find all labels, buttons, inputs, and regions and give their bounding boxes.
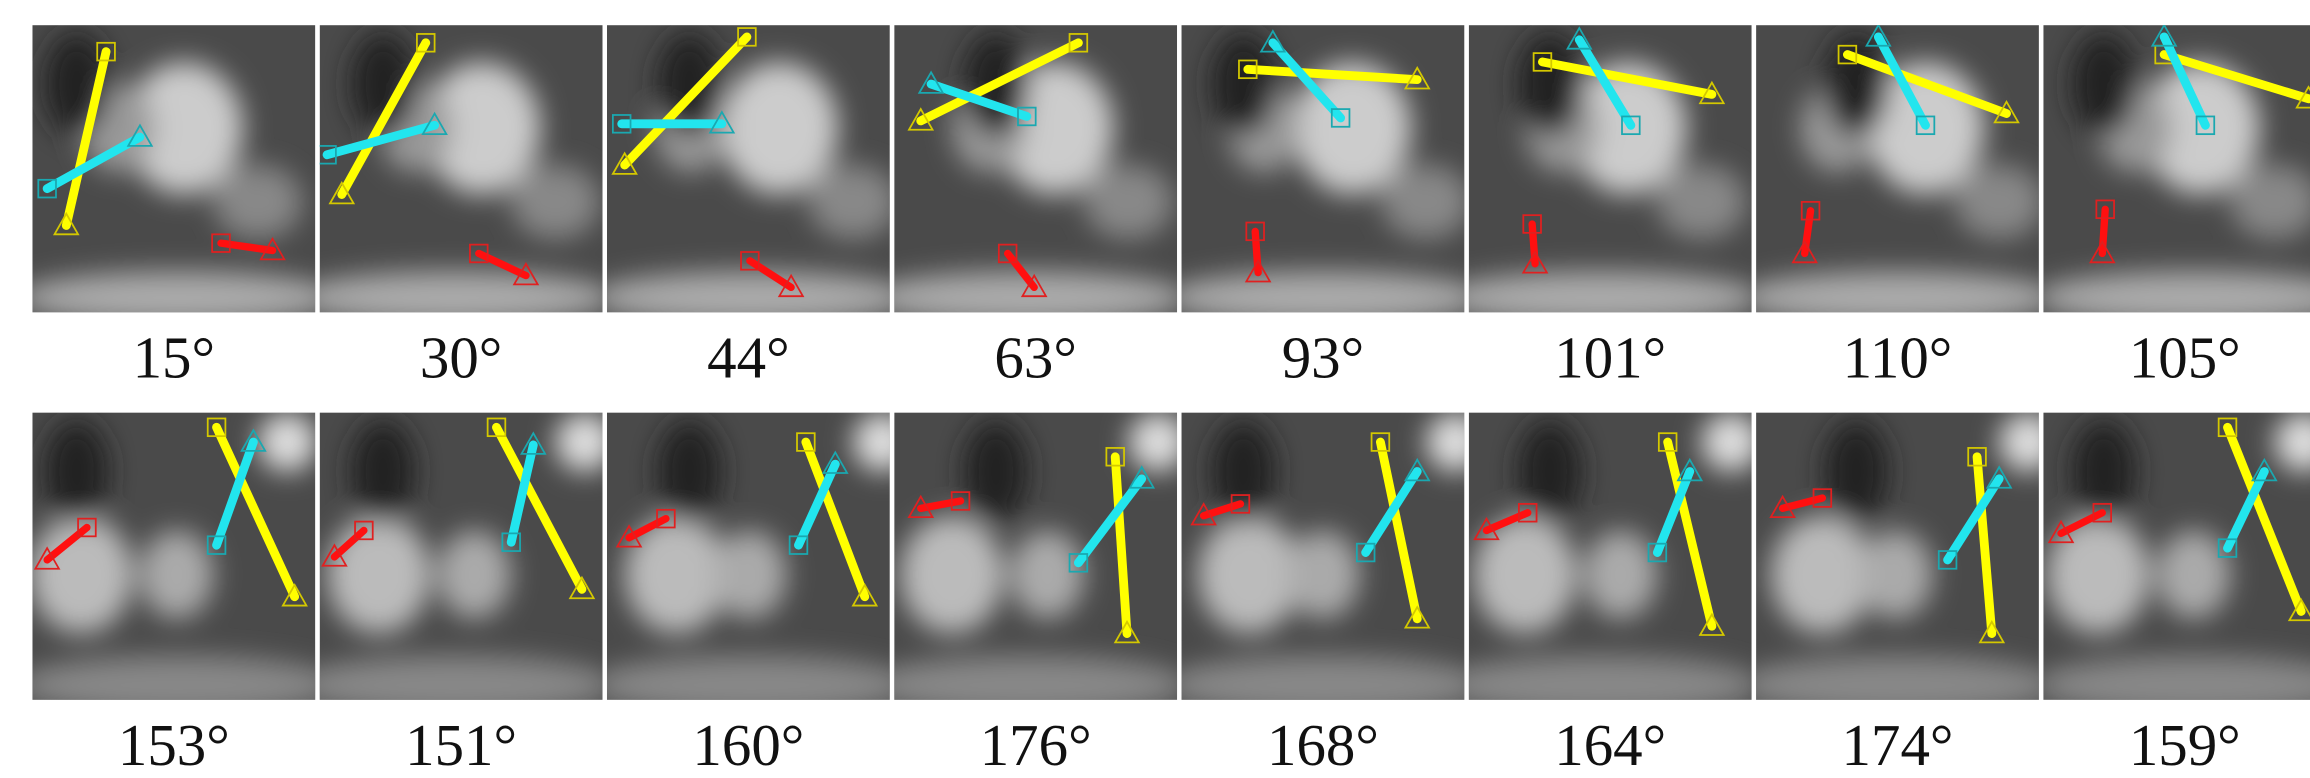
texture-dark [1211, 32, 1276, 135]
texture-blob [1128, 413, 1187, 472]
texture-blob [1011, 530, 1085, 618]
texture-blob [16, 656, 340, 715]
texture-blob [1382, 165, 1470, 239]
texture-blob [713, 530, 787, 618]
texture-blob [720, 62, 838, 195]
image-tile [1438, 25, 1762, 324]
texture-blob [1657, 165, 1745, 239]
angle-label: 160° [692, 712, 804, 778]
texture-blob [865, 656, 1189, 715]
angle-label: 174° [1842, 712, 1954, 778]
angle-label: 44° [707, 324, 789, 390]
texture-blob [140, 530, 214, 618]
image-tile [16, 25, 340, 324]
angle-label: 93° [1282, 324, 1364, 390]
texture-blob [1735, 656, 2059, 715]
figure: 15° 30° 44° 63° 93° 101° 110° 105° 153° 151° 160° 1… [0, 0, 2310, 778]
texture-dark [657, 420, 722, 523]
texture-blob [258, 413, 317, 472]
angle-label: 63° [994, 324, 1076, 390]
texture-blob [292, 271, 616, 324]
angle-label: 176° [980, 712, 1092, 778]
texture-dark [963, 420, 1028, 523]
image-tile [2033, 25, 2310, 324]
texture-dark [1517, 420, 1582, 523]
image-tile [16, 413, 340, 715]
texture-blob [1198, 516, 1301, 634]
angle-label: 101° [1554, 324, 1666, 390]
texture-blob [1162, 271, 1486, 324]
texture-blob [16, 271, 340, 324]
texture-blob [214, 165, 302, 239]
texture-blob [1438, 271, 1762, 324]
angle-label: 164° [1554, 712, 1666, 778]
image-tile [1162, 25, 1486, 324]
angle-label: 168° [1267, 712, 1379, 778]
image-tile [292, 25, 616, 324]
image-tile [1735, 413, 2059, 715]
texture-blob [1584, 530, 1658, 618]
texture-blob [900, 516, 1003, 634]
angle-label: 30° [420, 324, 502, 390]
texture-blob [1702, 413, 1761, 472]
image-tile [1438, 413, 1762, 715]
angle-label: 105° [2129, 324, 2241, 390]
texture-blob [589, 656, 913, 715]
texture-blob [1859, 530, 1933, 618]
texture-dark [2071, 32, 2136, 135]
texture-blob [1084, 165, 1172, 239]
image-tile [1735, 25, 2059, 324]
image-tile [589, 25, 913, 324]
image-tile [2033, 413, 2310, 715]
texture-blob [1955, 165, 2043, 239]
texture-blob [1438, 656, 1762, 715]
image-tile [865, 25, 1189, 324]
texture-blob [327, 516, 430, 634]
texture-blob [1286, 530, 1360, 618]
texture-blob [809, 165, 897, 239]
texture-blob [555, 413, 614, 472]
texture-blob [438, 530, 512, 618]
texture-dark [351, 420, 416, 523]
image-tile [292, 413, 616, 715]
texture-blob [589, 271, 913, 324]
image-tile [589, 413, 913, 715]
texture-blob [292, 656, 616, 715]
image-tile [1162, 413, 1486, 715]
texture-dark [44, 420, 109, 523]
texture-blob [1735, 271, 2059, 324]
texture-blob [1162, 656, 1486, 715]
angle-label: 151° [405, 712, 517, 778]
angle-label: 159° [2129, 712, 2241, 778]
angle-label: 15° [133, 324, 215, 390]
texture-dark [1824, 420, 1889, 523]
angle-label: 110° [1843, 324, 1953, 390]
texture-dark [2071, 420, 2136, 523]
texture-blob [1771, 516, 1874, 634]
image-tile [865, 413, 1189, 715]
angle-label: 153° [118, 712, 230, 778]
texture-blob [511, 165, 599, 239]
